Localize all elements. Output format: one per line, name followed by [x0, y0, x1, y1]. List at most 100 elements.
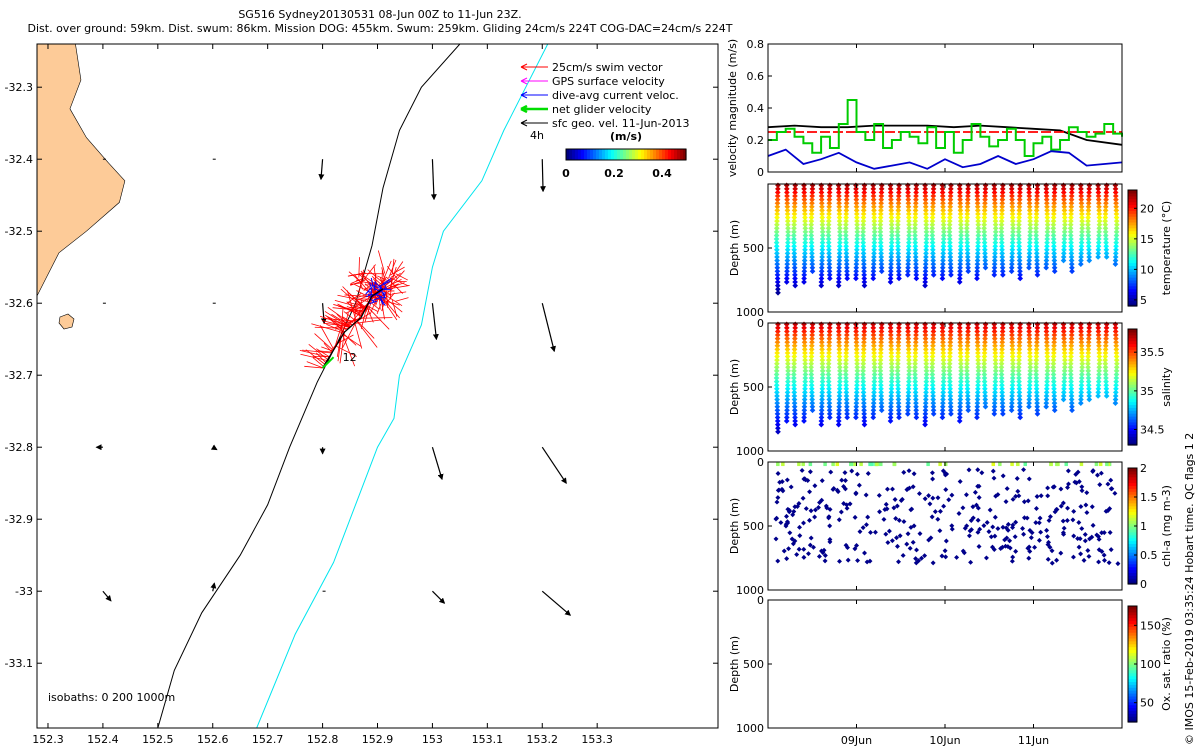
profile-point [774, 196, 781, 203]
profile-point [791, 246, 798, 253]
profile-point [999, 254, 1006, 260]
profile-point [785, 232, 791, 239]
profile-point [1062, 360, 1068, 367]
isobath-label: isobaths: 0 200 1000m [48, 691, 175, 704]
profile-point [818, 264, 825, 271]
y-axis-label: Depth (m) [728, 636, 741, 692]
profile-point [877, 236, 884, 242]
profile-point [1070, 517, 1076, 523]
profile-point [878, 385, 884, 392]
profile-point [791, 261, 798, 267]
profile-point [818, 272, 825, 278]
profile-point [860, 250, 867, 257]
profile-point [1044, 211, 1051, 217]
profile-point [1095, 239, 1102, 246]
profile-point [1020, 526, 1026, 531]
profile-point [819, 478, 825, 484]
profile-point [930, 207, 936, 214]
profile-point [808, 346, 815, 353]
profile-point [919, 555, 925, 561]
profile-point [818, 339, 825, 346]
profile-point [906, 221, 912, 228]
profile-point [1027, 229, 1034, 235]
profile-point [784, 342, 791, 349]
profile-point [1102, 346, 1109, 353]
colorbar-cell [680, 149, 684, 160]
profile-point [965, 257, 971, 264]
profile-point [807, 517, 812, 523]
profile-point [887, 328, 894, 335]
colorbar-cell [1128, 669, 1137, 674]
profile-point [1015, 225, 1022, 232]
profile-point [912, 350, 919, 356]
profile-point [1033, 364, 1039, 371]
profile-point [1009, 218, 1016, 224]
profile-point [1051, 400, 1058, 406]
profile-point [1009, 328, 1015, 335]
profile-point [992, 382, 999, 389]
profile-point [791, 353, 798, 360]
colorbar-tick-label: 20 [1140, 202, 1154, 215]
profile-point [922, 325, 929, 331]
profile-point [843, 261, 850, 267]
profile-point [1034, 261, 1040, 267]
profile-point [1009, 189, 1015, 196]
swim-vector [391, 299, 398, 317]
profile-point [878, 393, 885, 399]
profile-point [1076, 520, 1082, 525]
profile-point [1050, 225, 1057, 232]
profile-point [957, 332, 963, 338]
profile-point [991, 411, 998, 417]
profile-point [991, 261, 998, 267]
profile-point [1113, 353, 1120, 360]
profile-point [964, 523, 970, 529]
profile-point [826, 403, 833, 410]
swim-vector [354, 319, 382, 324]
profile-point [1078, 382, 1085, 389]
profile-point [888, 207, 895, 214]
profile-point [1103, 189, 1110, 196]
profile-point [812, 483, 818, 489]
profile-point [1078, 239, 1085, 246]
profile-point [844, 505, 850, 511]
profile-point [888, 254, 895, 260]
profile-point [947, 207, 953, 214]
profile-point [895, 350, 902, 356]
profile-point [1008, 325, 1015, 331]
profile-point [843, 353, 849, 360]
profile-point [853, 257, 860, 264]
profile-point [1085, 339, 1092, 346]
profile-point [792, 414, 798, 421]
profile-point [974, 268, 981, 275]
profile-point [809, 400, 816, 406]
profile-point [853, 246, 860, 253]
profile-point [818, 407, 825, 414]
profile-point [784, 200, 791, 207]
profile-point [1051, 339, 1057, 346]
profile-point [853, 411, 859, 417]
profile-point [888, 246, 895, 253]
profile-point [988, 534, 994, 540]
profile-point [893, 516, 899, 521]
profile-point [930, 342, 936, 349]
profile-point [871, 239, 878, 246]
profile-point [1034, 268, 1041, 275]
profile-point [820, 550, 826, 556]
profile-point [957, 353, 964, 360]
profile-point [947, 332, 954, 338]
profile-point [895, 203, 902, 210]
profile-point [1061, 246, 1067, 253]
profile-point [1077, 536, 1083, 542]
profile-point [791, 342, 798, 349]
profile-point [1061, 342, 1068, 349]
profile-point [998, 375, 1005, 381]
profile-point [791, 393, 798, 399]
profile-point [943, 554, 949, 560]
profile-point [1015, 488, 1021, 494]
profile-point [860, 353, 867, 360]
profile-point [929, 382, 936, 389]
profile-point [957, 254, 964, 260]
colorbar-cell [650, 149, 654, 160]
profile-point [888, 196, 894, 203]
profile-point [991, 272, 998, 278]
